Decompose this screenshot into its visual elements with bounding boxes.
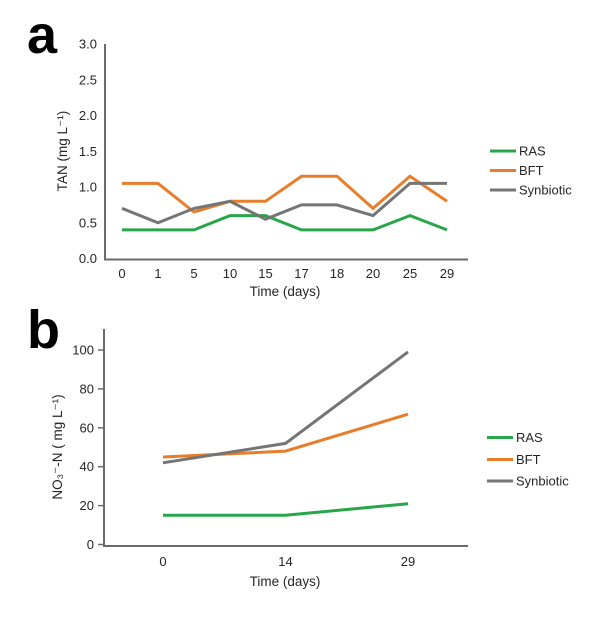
x-tick-label: 18: [330, 266, 344, 281]
y-tick-label: 100: [72, 343, 94, 358]
x-axis-title: Time (days): [250, 284, 321, 299]
legend-label-synbiotic: Synbiotic: [516, 474, 569, 489]
tan-chart: 0.00.51.01.52.02.53.00 1 5 10 15 17 18 20 25 29Ti…: [55, 37, 572, 300]
x-tick-label: 10: [223, 266, 237, 281]
y-tick-label: 40: [80, 459, 94, 474]
x-tick-label: 17: [294, 266, 308, 281]
x-tick-label: 25: [403, 266, 417, 281]
legend-label-bft: BFT: [519, 163, 544, 178]
y-tick-label: 1.0: [79, 180, 97, 195]
series-line-ras: [163, 502, 409, 517]
x-tick-label: 20: [366, 266, 380, 281]
y-tick-label: 80: [80, 381, 94, 396]
y-tick-label: 1.5: [79, 144, 97, 159]
series-line-ras: [122, 213, 448, 232]
panel-label-b: b: [27, 300, 60, 360]
x-tick-label: 5: [190, 266, 197, 281]
y-tick-label: 3.0: [79, 37, 97, 52]
series-line-bft: [122, 174, 448, 214]
y-tick-label: 0.0: [79, 251, 97, 266]
legend-label-ras: RAS: [516, 430, 543, 445]
legend-label-synbiotic: Synbiotic: [519, 183, 572, 198]
nitrate-chart: 0 20 40 60 80 100 0 14 29 Time (days) NO₃⁻-N ( mg …: [50, 329, 569, 589]
y-tick-label: 20: [80, 498, 94, 513]
series-line-synbiotic: [162, 350, 409, 465]
panel-label-a: a: [27, 5, 58, 65]
series-line-synbiotic: [121, 181, 447, 225]
x-axis-title: Time (days): [250, 574, 321, 589]
y-tick-label: 2.5: [79, 72, 97, 87]
x-tick-label: 1: [154, 266, 161, 281]
legend-label-bft: BFT: [516, 452, 541, 467]
y-axis-title: TAN (mg L⁻¹): [55, 111, 70, 191]
x-tick-label: 29: [401, 554, 415, 569]
y-tick-label: 60: [80, 420, 94, 435]
x-tick-label: 29: [440, 266, 454, 281]
y-axis-title: NO₃⁻-N ( mg L⁻¹): [50, 394, 65, 499]
x-tick-label: 15: [258, 266, 272, 281]
y-tick-label: 0.5: [79, 215, 97, 230]
series-line-bft: [162, 412, 409, 459]
x-tick-label: 0: [118, 266, 125, 281]
y-tick-label: 0: [87, 537, 94, 552]
x-tick-label: 0: [159, 554, 166, 569]
x-tick-label: 14: [278, 554, 292, 569]
y-tick-label: 2.0: [79, 108, 97, 123]
legend-label-ras: RAS: [519, 144, 546, 159]
